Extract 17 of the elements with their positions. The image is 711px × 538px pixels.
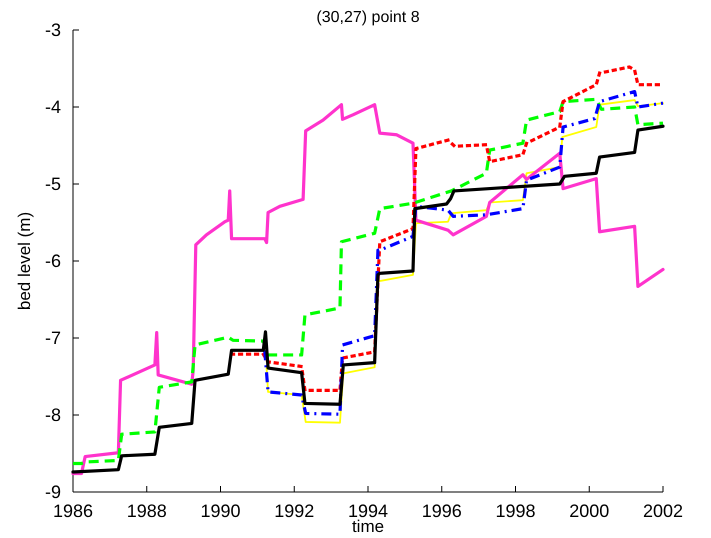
y-tick-label: -4: [44, 97, 61, 117]
y-axis-title: bed level (m): [15, 212, 34, 310]
x-tick-label: 1986: [52, 501, 94, 521]
x-tick-label: 2002: [642, 501, 684, 521]
chart-title: (30,27) point 8: [316, 9, 420, 26]
x-tick-label: 1988: [126, 501, 167, 521]
x-tick-label: 1996: [422, 501, 462, 521]
x-tick-label: 1992: [274, 501, 314, 521]
x-tick-label: 1990: [200, 501, 241, 521]
y-tick-label: -6: [44, 251, 61, 271]
y-tick-label: -7: [44, 328, 61, 348]
y-tick-label: -9: [44, 482, 61, 502]
x-tick-label: 2000: [569, 501, 610, 521]
y-tick-label: -3: [44, 20, 61, 40]
x-tick-label: 1998: [495, 501, 536, 521]
y-tick-label: -8: [44, 405, 61, 425]
y-tick-label: -5: [44, 174, 61, 194]
